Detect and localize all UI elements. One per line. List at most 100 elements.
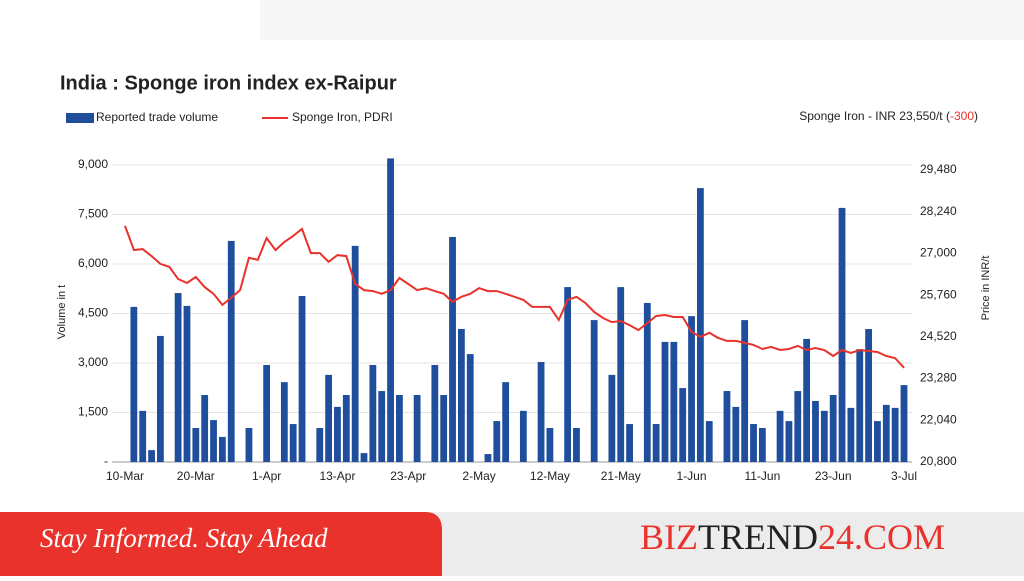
bar [537,362,545,462]
x-tick-label: 12-May [530,469,570,483]
bar [812,400,819,462]
bar [705,421,713,462]
bar [626,424,633,462]
bar [130,306,138,462]
x-tick-label: 2-May [462,469,495,483]
y-axis-label: Volume in t [56,285,68,339]
y2-tick-label: 24,520 [920,329,957,343]
x-tick-label: 1-Jun [677,469,707,483]
annotation-prefix: Sponge Iron - INR 23,550/t ( [799,109,950,123]
bar [263,364,271,462]
bar [192,428,200,462]
bar [227,240,235,462]
bar [157,335,164,462]
bar [148,450,155,462]
bar [847,407,855,462]
bar [493,421,501,462]
bar [519,410,527,462]
bar [334,406,341,462]
bar [741,320,749,462]
bar [360,453,368,462]
bar [387,158,394,462]
bar [652,424,660,462]
x-tick-label: 11-Jun [744,469,780,483]
chart-title: India : Sponge iron index ex-Raipur [60,72,397,94]
y-tick-label: 7,500 [78,207,108,221]
y2-tick-label: 29,480 [920,162,957,176]
bar [794,391,802,462]
tagline-banner [0,512,442,576]
y2-tick-label: 28,240 [920,204,957,218]
bar [502,382,510,462]
bar [413,395,421,462]
x-tick-label: 3-Jul [891,469,917,483]
annotation-change: -300 [950,109,974,123]
y-tick-label: 4,500 [78,306,108,320]
bar [396,395,403,462]
x-tick-label: 10-Mar [106,469,144,483]
bar [617,287,625,462]
bar [139,410,147,462]
x-tick-label: 20-Mar [177,469,215,483]
bar [758,428,766,462]
bar [829,395,837,462]
bar [874,421,881,462]
bar [643,302,651,462]
bar [342,395,350,462]
bar [803,338,811,462]
legend-label: Reported trade volume [96,110,218,124]
bar [696,188,704,462]
bar [723,391,731,462]
brand-part: BIZ [640,517,698,557]
bar [440,395,448,462]
bar [891,407,899,462]
y2-tick-label: 22,040 [920,412,957,426]
bar [679,388,687,462]
legend-swatch [66,113,94,123]
y-tick-label: 6,000 [78,256,108,270]
bar [218,436,226,462]
bar [378,391,386,462]
bar [820,410,828,462]
y2-tick-label: 20,800 [920,454,957,468]
y-tick-label: 9,000 [78,157,108,171]
bar [856,349,864,462]
bar [183,305,191,462]
y2-tick-label: 27,000 [920,246,957,260]
bar [245,428,253,462]
x-tick-label: 23-Jun [815,469,852,483]
annotation-suffix: ) [974,109,978,123]
y-tick-label: 3,000 [78,355,108,369]
bar [431,364,439,462]
bar [865,329,872,462]
y2-tick-label: 25,760 [920,287,957,301]
bar [351,245,359,462]
bar [750,424,757,462]
bar [174,293,182,462]
bar [670,341,678,462]
bar [298,296,306,462]
bar [573,428,580,462]
legend-label: Sponge Iron, PDRI [292,110,393,124]
bar [900,385,908,462]
brand-part: 24.COM [818,517,945,557]
y-tick-label: 1,500 [78,405,108,419]
x-tick-label: 21-May [601,469,641,483]
bar [776,410,784,462]
bar [280,382,288,462]
y2-axis-label: Price in INR/t [980,256,992,321]
bar [785,421,793,462]
bar [732,406,740,462]
bar [608,374,616,462]
tagline: Stay Informed. Stay Ahead [40,523,328,553]
bar [688,316,695,462]
bar [546,428,554,462]
x-tick-label: 1-Apr [252,469,281,483]
bar [484,454,492,462]
bar [466,354,474,462]
x-tick-label: 13-Apr [319,469,355,483]
bar [564,287,572,462]
bar [316,428,324,462]
price-line [124,225,905,369]
